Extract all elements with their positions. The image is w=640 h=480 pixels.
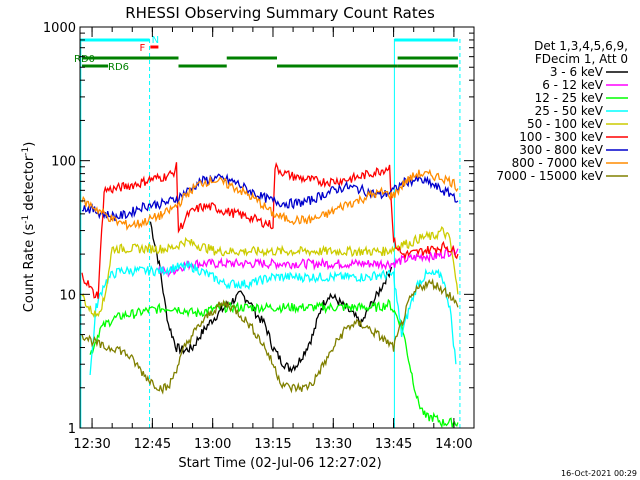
legend-label: 25 - 50 keV — [535, 104, 604, 118]
chart-title: RHESSI Observing Summary Count Rates — [125, 4, 435, 22]
legend-label: 100 - 300 keV — [519, 130, 603, 144]
x-tick-label: 13:45 — [375, 437, 412, 452]
footer-timestamp: 16-Oct-2021 00:29 — [561, 469, 637, 478]
x-tick-label: 13:00 — [194, 437, 231, 452]
series-line — [157, 245, 459, 278]
series-line — [89, 260, 457, 376]
flag-label: F — [140, 43, 146, 54]
x-tick-label: 13:30 — [315, 437, 352, 452]
axes: 1 10 100 1000 12:30 12:45 13:00 13:15 13:30 13:45… — [43, 21, 475, 452]
legend-label: 300 - 800 keV — [519, 143, 603, 157]
y-tick-label: 1000 — [43, 21, 76, 36]
series-line — [89, 298, 459, 429]
legend-label: 12 - 25 keV — [535, 91, 604, 105]
flag-label: RD0 — [74, 54, 95, 65]
legend-header: Det 1,3,4,5,6,9, — [534, 39, 628, 53]
y-tick-label: 100 — [51, 155, 76, 170]
y-axis-label-mid: detector — [22, 155, 37, 215]
y-axis-label: Count Rate (s-1 detector-1) — [21, 142, 37, 313]
y-axis-label-main: Count Rate (s — [22, 224, 37, 313]
y-tick-label: 10 — [59, 288, 76, 303]
legend-label: 7000 - 15000 keV — [496, 169, 603, 183]
series-line — [81, 225, 459, 319]
series-line — [81, 173, 459, 222]
flag-label: N — [152, 35, 159, 46]
y-axis-label-sup-1: -1 — [21, 215, 31, 224]
x-tick-label: 12:30 — [73, 437, 110, 452]
series-line — [81, 161, 459, 299]
legend-header: FDecim 1, Att 0 — [535, 52, 628, 66]
flag-bars: NF RD0 RD6 — [74, 35, 458, 73]
legend-label: 3 - 6 keV — [550, 65, 604, 79]
plot-area — [80, 39, 461, 429]
series-line — [81, 278, 459, 395]
y-axis-label-sup-2: -1 — [21, 147, 31, 156]
x-tick-label: 14:00 — [435, 437, 472, 452]
flag-label: RD6 — [108, 62, 129, 73]
y-axis-label-end: ) — [22, 142, 37, 147]
y-tick-label: 1 — [68, 422, 76, 437]
x-tick-label: 12:45 — [134, 437, 171, 452]
legend-label: 6 - 12 keV — [542, 78, 604, 92]
series-line — [149, 221, 393, 374]
x-tick-label: 13:15 — [254, 437, 291, 452]
plot-frame — [79, 26, 475, 429]
x-axis-label: Start Time (02-Jul-06 12:27:02) — [178, 456, 381, 471]
series-line — [81, 168, 459, 231]
legend-label: 50 - 100 keV — [527, 117, 604, 131]
legend-label: 800 - 7000 keV — [512, 156, 604, 170]
legend: Det 1,3,4,5,6,9,FDecim 1, Att 03 - 6 keV… — [496, 39, 628, 183]
